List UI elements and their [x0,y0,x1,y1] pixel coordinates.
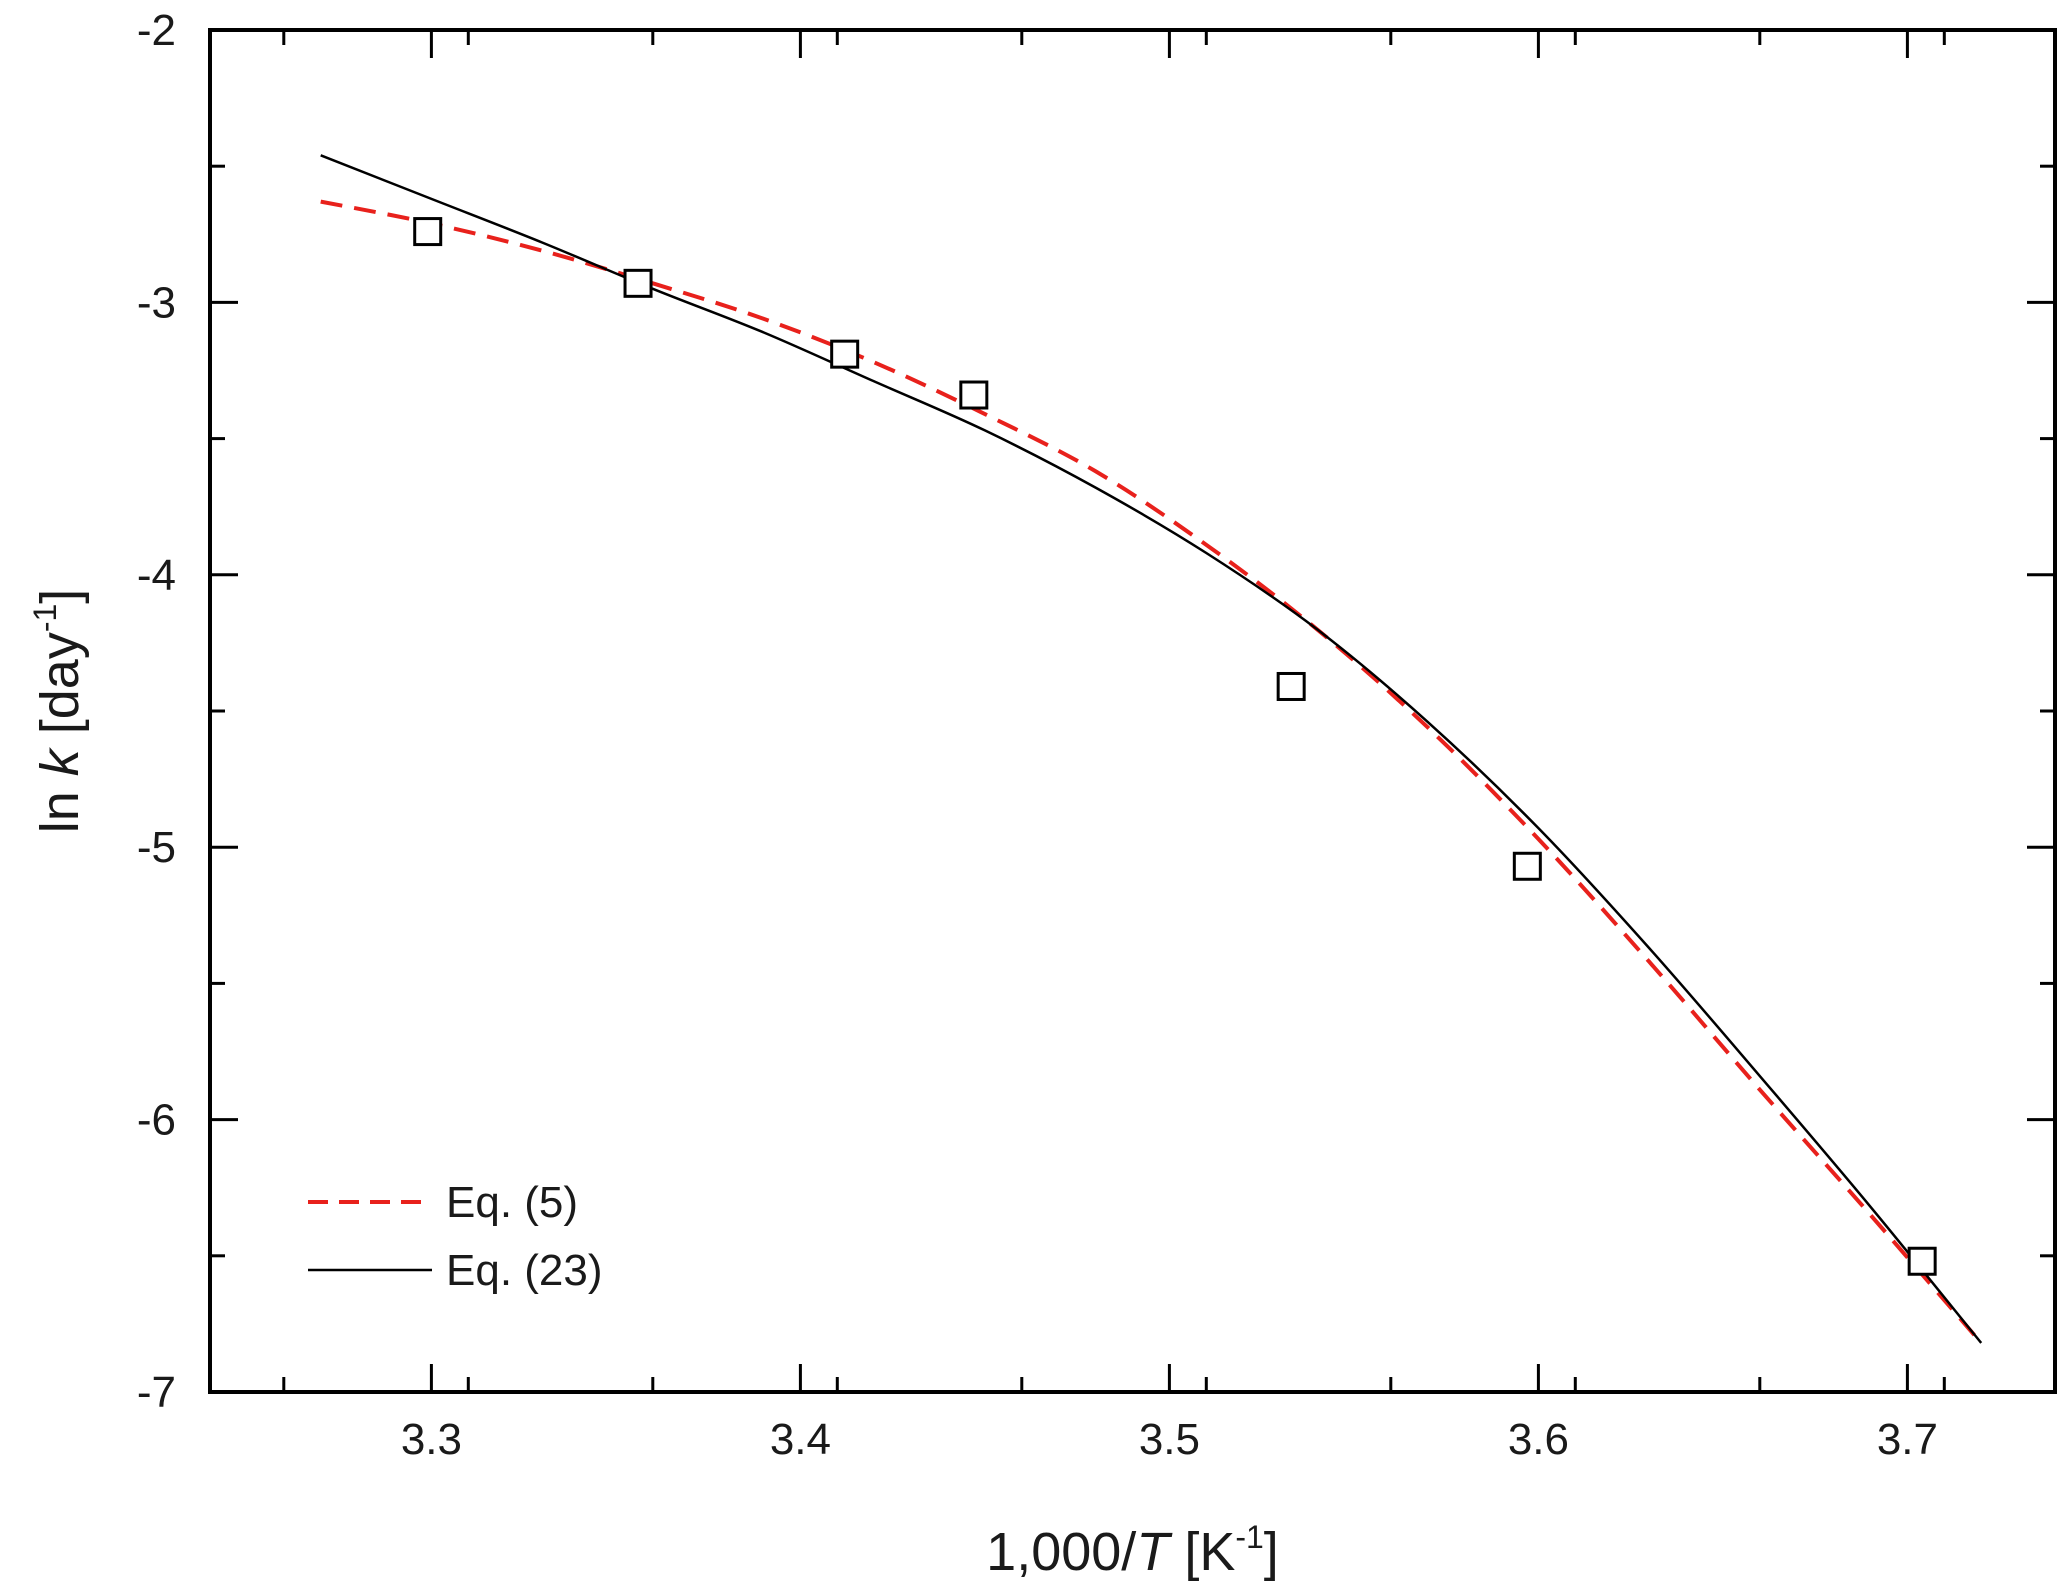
x-axis-title: 1,000/T [K-1] [986,1519,1279,1582]
x-tick-label: 3.6 [1508,1415,1569,1464]
y-axis-title-unit: [day [30,632,90,749]
series-line-eq23 [320,154,1983,1344]
data-point-square [830,339,860,369]
y-tick-label: -7 [137,1368,176,1417]
y-axis-title: ln k [day-1] [27,589,90,834]
data-point-square [623,268,653,298]
x-tick-label: 3.5 [1139,1415,1200,1464]
y-axis-title-prefix: ln [30,776,90,833]
y-tick-label: -6 [137,1096,176,1145]
series-line-eq5 [320,199,1983,1345]
data-point-square [1512,851,1542,881]
data-point-square [1907,1246,1937,1276]
tick-labels: 3.3 3.4 3.5 3.6 3.7 -2 -3 -4 -5 -6 -7 [137,6,1938,1464]
series-lines [320,154,1983,1345]
data-point-square [413,217,443,247]
x-tick-label: 3.7 [1877,1415,1938,1464]
data-points [413,217,1937,1276]
x-axis-title-symbol: T [1136,1522,1173,1582]
data-point-square [959,380,989,410]
y-tick-label: -5 [137,823,176,872]
y-axis-title-exponent: -1 [27,604,63,632]
legend-label-eq5: Eq. (5) [446,1178,578,1227]
x-axis-title-prefix: 1,000/ [986,1522,1136,1582]
legend-label-eq23: Eq. (23) [446,1246,603,1295]
y-tick-label: -4 [137,551,176,600]
y-axis-title-close: ] [30,589,90,604]
x-axis-title-unit: [K [1169,1522,1235,1582]
x-axis-title-close: ] [1264,1522,1279,1582]
y-axis-title-symbol: k [30,746,90,776]
legend: Eq. (5) Eq. (23) [308,1178,603,1295]
x-axis-title-exponent: -1 [1235,1519,1263,1555]
data-point-square [1276,671,1306,701]
y-tick-label: -3 [137,278,176,327]
plot-frame [208,28,2057,1394]
y-tick-label: -2 [137,6,176,55]
x-tick-label: 3.4 [770,1415,831,1464]
x-tick-label: 3.3 [401,1415,462,1464]
